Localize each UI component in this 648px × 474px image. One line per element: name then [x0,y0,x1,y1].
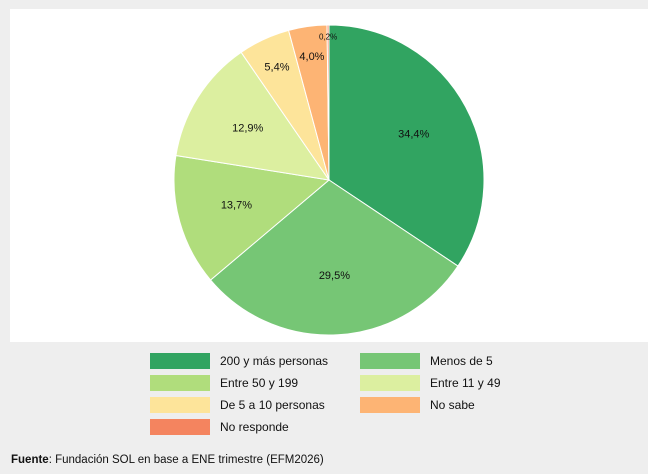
legend-swatch [150,419,210,435]
slice-value-label: 0,2% [319,33,337,42]
legend-swatch [150,397,210,413]
legend-label: 200 y más personas [220,354,329,368]
pie-chart: 34,4% 29,5% 13,7% 12,9% 5,4% 4,0% 0,2% [173,24,485,336]
source-text: : Fundación SOL en base a ENE trimestre … [48,454,324,466]
slice-value-label: 4,0% [299,51,324,63]
slice-value-label: 5,4% [264,61,289,73]
legend-label: Entre 11 y 49 [430,376,501,390]
legend-swatch [150,353,210,369]
legend-swatch [360,397,420,413]
legend-item-de-5-a-10-personas: De 5 a 10 personas [150,396,325,414]
slice-value-label: 29,5% [319,270,350,282]
legend-swatch [150,375,210,391]
slice-value-label: 12,9% [232,123,263,135]
source-note: Fuente: Fundación SOL en base a ENE trim… [11,454,324,466]
legend-label: Entre 50 y 199 [220,376,299,390]
pie-slice-entre-50-y-199 [173,154,331,281]
legend-label: No responde [220,420,289,434]
legend-swatch [360,375,420,391]
pie-slice-no-responde [326,24,330,181]
source-label: Fuente [11,454,49,466]
legend-item-no-sabe: No sabe [360,396,475,414]
legend-swatch [360,353,420,369]
legend-item-200-y-mas-personas: 200 y más personas [150,352,328,370]
legend-item-menos-de-5: Menos de 5 [360,352,493,370]
legend-label: Menos de 5 [430,354,493,368]
legend-item-entre-11-y-49: Entre 11 y 49 [360,374,501,392]
legend-label: De 5 a 10 personas [220,398,325,412]
legend-label: No sabe [430,398,475,412]
pie-slice-menos-de-5 [209,179,459,336]
slice-value-label: 34,4% [398,129,429,141]
pie-slice-entre-11-y-49 [175,51,331,181]
slice-value-label: 13,7% [221,200,252,212]
plot-panel: 34,4% 29,5% 13,7% 12,9% 5,4% 4,0% 0,2% [10,9,648,342]
legend-item-entre-50-y-199: Entre 50 y 199 [150,374,298,392]
legend-item-no-responde: No responde [150,418,289,436]
